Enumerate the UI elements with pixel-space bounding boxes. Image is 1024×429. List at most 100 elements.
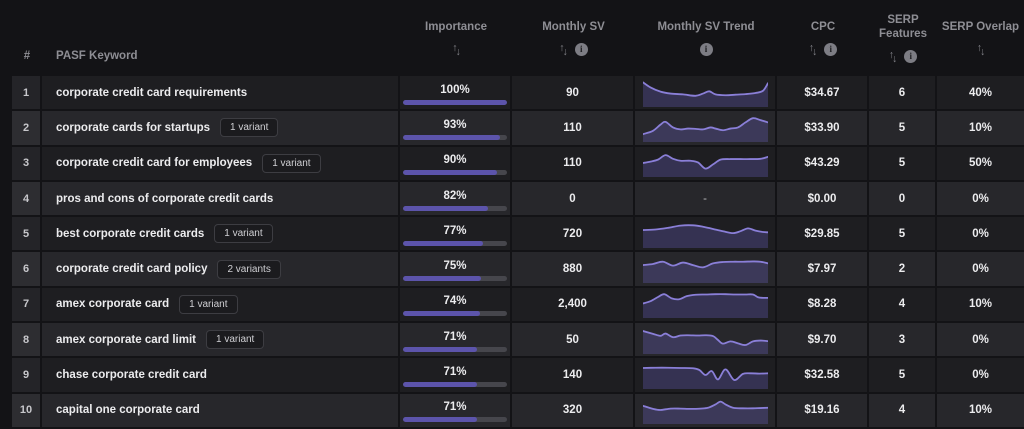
sort-icon[interactable]: ↑↓ bbox=[977, 42, 986, 58]
keyword-cell[interactable]: corporate cards for startups 1 variant bbox=[42, 111, 400, 147]
row-rank: 8 bbox=[12, 323, 42, 359]
sparkline-chart bbox=[642, 361, 768, 390]
keyword-text: corporate credit card requirements bbox=[56, 86, 248, 99]
sort-icon[interactable]: ↑↓ bbox=[888, 48, 898, 64]
column-label: CPC bbox=[810, 20, 836, 33]
trend-cell bbox=[635, 252, 777, 288]
column-header-icons: i bbox=[699, 43, 713, 57]
row-rank: 3 bbox=[12, 146, 42, 182]
keyword-cell[interactable]: amex corporate card 1 variant bbox=[42, 287, 400, 324]
column-header-icons: ↑↓ i bbox=[809, 42, 838, 57]
column-header-icons: ↑↓ i bbox=[559, 42, 588, 58]
serp-features-cell: 5 bbox=[869, 146, 937, 182]
serp-overlap-cell: 40% bbox=[937, 76, 1024, 112]
keyword-text: pros and cons of corporate credit cards bbox=[56, 192, 274, 205]
sort-up-arrow: ↑ bbox=[452, 41, 457, 54]
cpc-cell: $19.16 bbox=[777, 393, 869, 429]
column-label: SERP Features bbox=[879, 13, 927, 40]
sort-down-arrow: ↓ bbox=[562, 45, 568, 58]
serp-overlap-cell: 0% bbox=[937, 323, 1024, 359]
importance-value: 71% bbox=[443, 366, 467, 379]
sort-icon[interactable]: ↑↓ bbox=[559, 42, 568, 58]
sort-up-arrow: ↑ bbox=[888, 48, 894, 61]
column-label: Monthly SV bbox=[542, 20, 605, 33]
keyword-cell[interactable]: corporate credit card requirements bbox=[42, 76, 400, 112]
keyword-cell[interactable]: corporate credit card for employees 1 var… bbox=[42, 146, 400, 182]
variant-badge[interactable]: 1 variant bbox=[220, 118, 279, 138]
column-header-features[interactable]: SERP Features ↑↓ i bbox=[869, 0, 937, 76]
importance-bar-fill bbox=[403, 382, 477, 388]
importance-bar-fill bbox=[403, 134, 500, 140]
info-icon[interactable]: i bbox=[824, 43, 838, 56]
importance-bar bbox=[403, 170, 507, 176]
column-label: PASF Keyword bbox=[56, 50, 138, 62]
sort-icon[interactable]: ↑↓ bbox=[809, 42, 818, 57]
table-row: 6 corporate credit card policy 2 variants 7… bbox=[12, 252, 1024, 288]
keyword-text: capital one corporate card bbox=[56, 404, 200, 417]
column-header-keyword: PASF Keyword bbox=[42, 0, 400, 76]
variant-badge[interactable]: 1 variant bbox=[205, 330, 265, 350]
keyword-text: best corporate credit cards bbox=[56, 227, 205, 240]
info-icon[interactable]: i bbox=[574, 43, 588, 56]
sparkline-line bbox=[643, 331, 768, 345]
importance-bar bbox=[403, 276, 507, 282]
column-label: Importance bbox=[425, 20, 487, 33]
table-row: 5 best corporate credit cards 1 variant 77%… bbox=[12, 217, 1024, 253]
info-icon[interactable]: i bbox=[699, 43, 713, 56]
importance-cell: 100% bbox=[400, 76, 512, 112]
serp-overlap-cell: 10% bbox=[937, 393, 1024, 429]
importance-value: 71% bbox=[443, 330, 467, 343]
column-label: SERP Overlap bbox=[941, 20, 1020, 33]
keyword-cell[interactable]: best corporate credit cards 1 variant bbox=[42, 217, 400, 253]
sort-down-arrow: ↓ bbox=[455, 45, 461, 58]
importance-cell: 82% bbox=[400, 181, 512, 218]
column-header-cpc[interactable]: CPC ↑↓ i bbox=[777, 0, 869, 76]
keyword-text: corporate credit card for employees bbox=[56, 157, 253, 170]
sparkline-chart bbox=[642, 326, 768, 354]
column-header-icons: ↑↓ i bbox=[888, 48, 918, 64]
trend-cell bbox=[635, 287, 777, 324]
serp-features-cell: 5 bbox=[869, 217, 937, 253]
column-header-sv[interactable]: Monthly SV ↑↓ i bbox=[512, 0, 635, 76]
cpc-cell: $0.00 bbox=[777, 181, 869, 218]
row-rank: 2 bbox=[12, 111, 42, 147]
keyword-cell[interactable]: amex corporate card limit 1 variant bbox=[42, 323, 400, 359]
serp-overlap-cell: 10% bbox=[937, 111, 1024, 147]
row-rank: 6 bbox=[12, 252, 42, 288]
sparkline-chart bbox=[642, 396, 768, 425]
keyword-cell[interactable]: chase corporate credit card bbox=[42, 358, 400, 394]
importance-cell: 93% bbox=[400, 111, 512, 147]
keyword-cell[interactable]: pros and cons of corporate credit cards bbox=[42, 181, 400, 218]
serp-features-cell: 6 bbox=[869, 76, 937, 112]
column-label: Monthly SV Trend bbox=[657, 20, 755, 33]
sparkline-area bbox=[642, 82, 768, 107]
info-icon[interactable]: i bbox=[904, 50, 918, 63]
sparkline-line bbox=[643, 262, 768, 268]
importance-value: 75% bbox=[443, 260, 467, 273]
variant-badge[interactable]: 1 variant bbox=[214, 224, 273, 244]
cpc-cell: $32.58 bbox=[777, 358, 869, 394]
importance-cell: 74% bbox=[400, 287, 512, 324]
sparkline-chart bbox=[642, 114, 768, 142]
sort-icon[interactable]: ↑↓ bbox=[452, 41, 461, 58]
keyword-cell[interactable]: capital one corporate card bbox=[42, 393, 400, 429]
importance-bar bbox=[403, 240, 507, 246]
keyword-cell[interactable]: corporate credit card policy 2 variants bbox=[42, 252, 400, 288]
sparkline-area bbox=[642, 367, 768, 390]
sparkline-line bbox=[643, 118, 768, 134]
sparkline-area bbox=[642, 294, 768, 319]
column-header-overlap[interactable]: SERP Overlap ↑↓ bbox=[937, 0, 1024, 76]
column-header-importance[interactable]: Importance ↑↓ bbox=[400, 0, 512, 76]
sparkline-area bbox=[642, 225, 768, 248]
monthly-sv-cell: 880 bbox=[512, 252, 635, 288]
serp-features-cell: 4 bbox=[869, 287, 937, 324]
variant-badge[interactable]: 1 variant bbox=[179, 294, 238, 314]
sparkline-chart bbox=[642, 149, 768, 178]
monthly-sv-cell: 110 bbox=[512, 111, 635, 147]
sparkline-line bbox=[643, 295, 768, 304]
variant-badge[interactable]: 1 variant bbox=[262, 153, 321, 173]
importance-value: 77% bbox=[443, 224, 467, 237]
table-row: 10 capital one corporate card 71% 320 $19.16… bbox=[12, 393, 1024, 429]
variant-badge[interactable]: 2 variants bbox=[217, 259, 281, 279]
sort-down-arrow: ↓ bbox=[980, 45, 985, 58]
